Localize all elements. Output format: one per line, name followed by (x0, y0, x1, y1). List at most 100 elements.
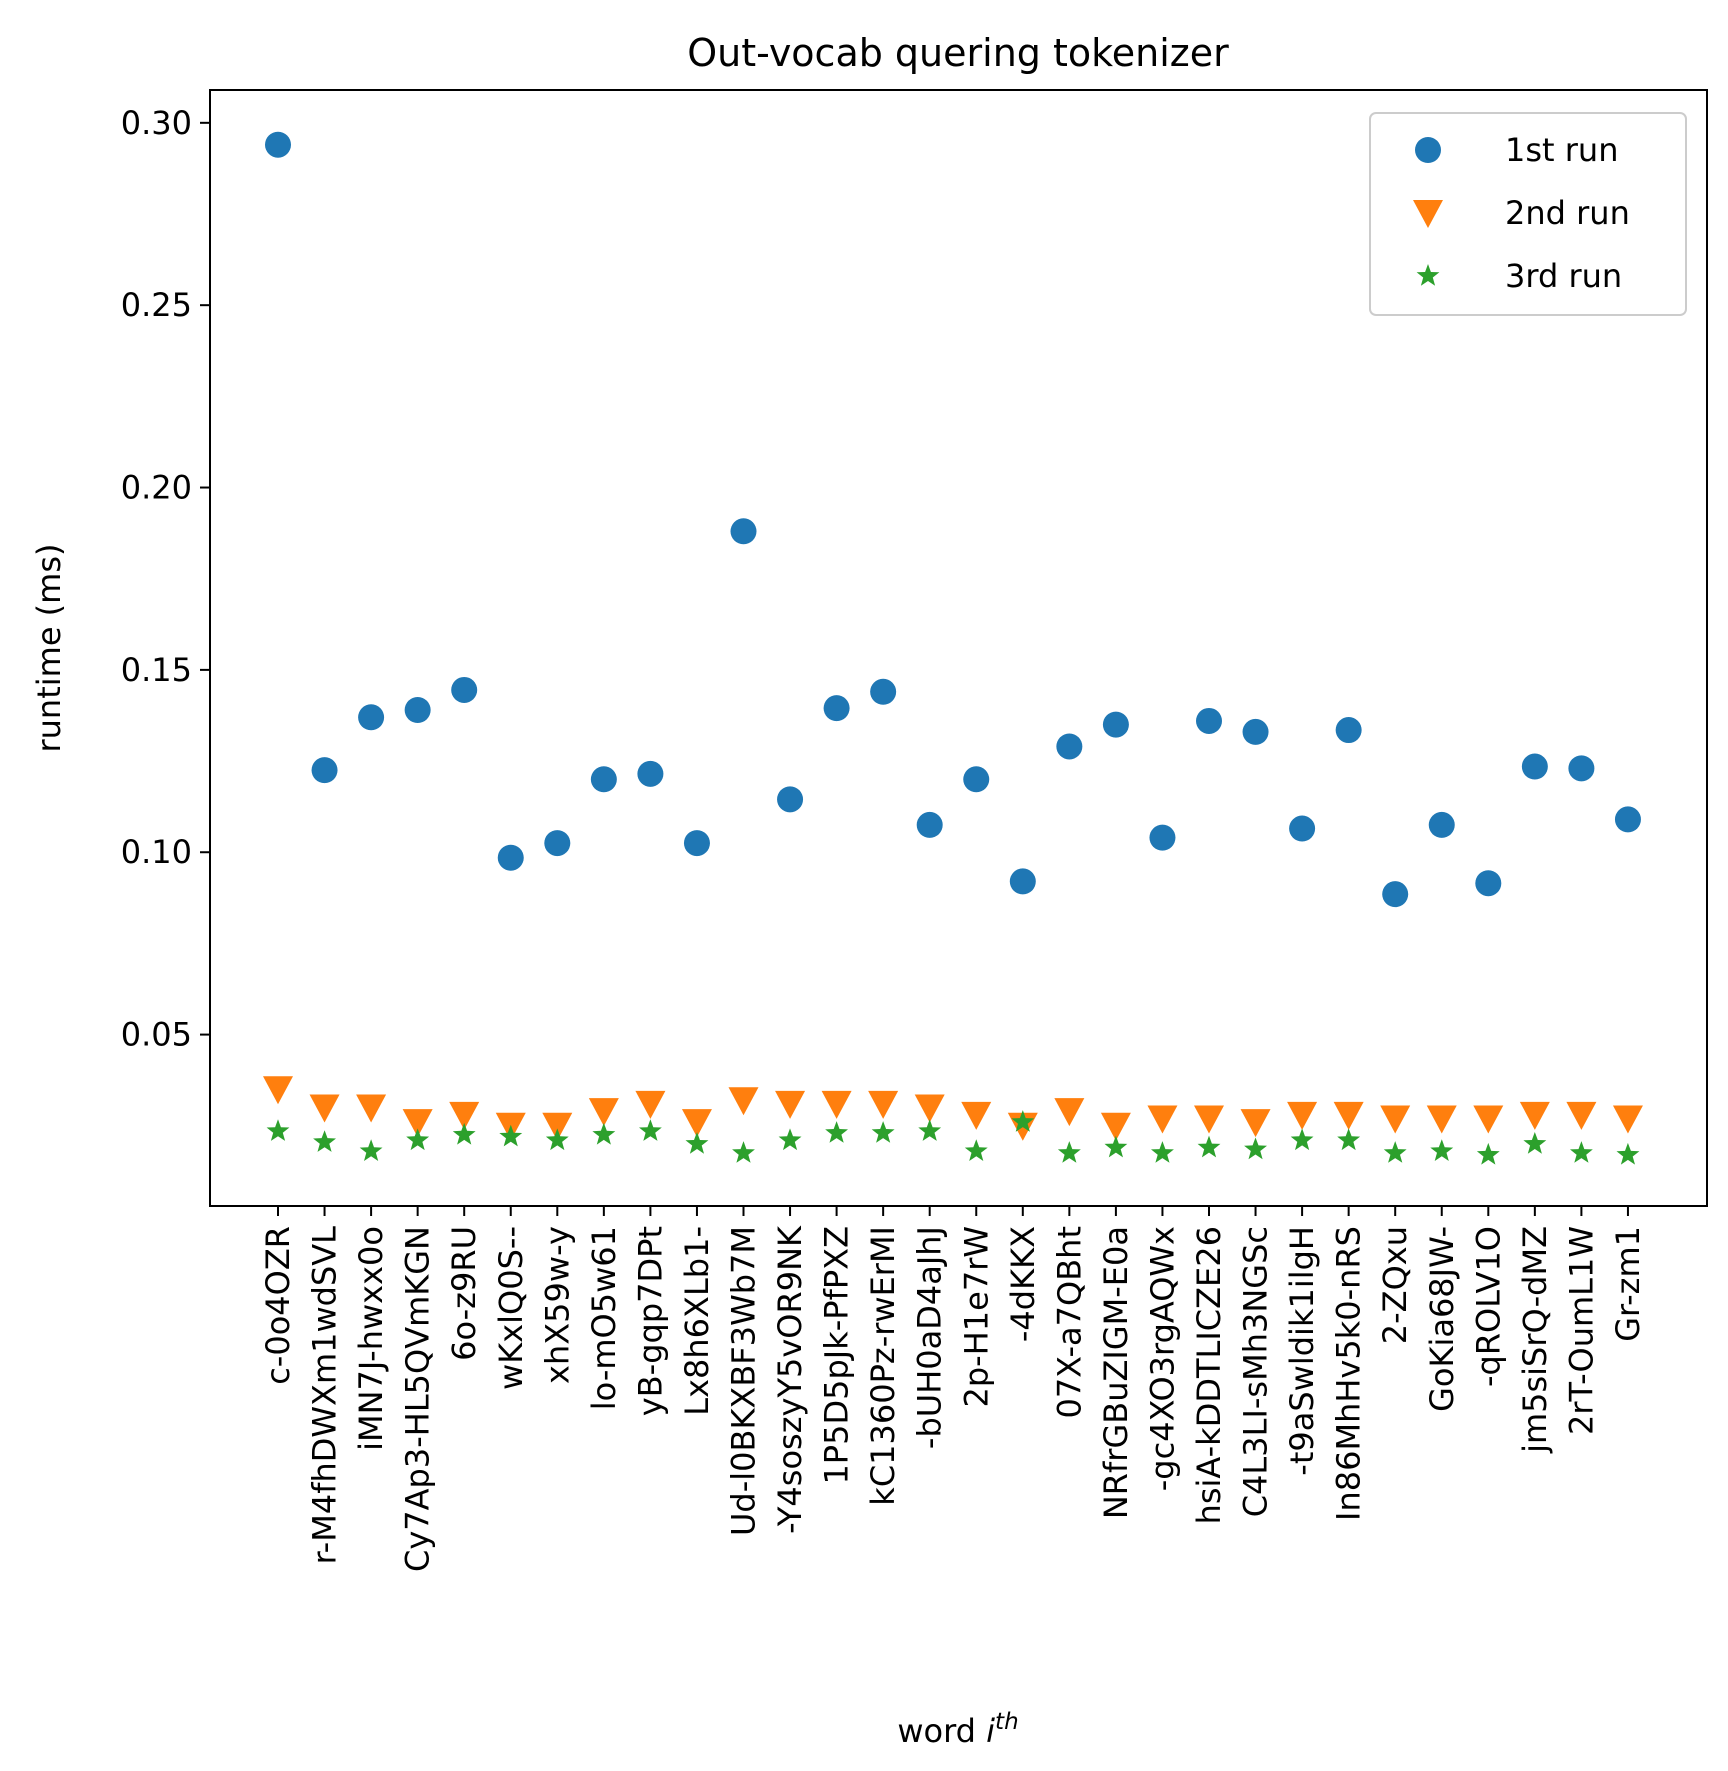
data-point (730, 518, 757, 545)
data-point (1426, 1105, 1457, 1134)
chart-title: Out-vocab quering tokenizer (687, 31, 1229, 75)
data-point (825, 1121, 848, 1143)
data-point (1242, 718, 1269, 745)
y-axis-label: runtime (ms) (30, 544, 68, 753)
data-point (1149, 824, 1176, 851)
data-point (311, 757, 338, 784)
data-point (313, 1130, 336, 1152)
data-point (1147, 1105, 1178, 1134)
x-tick-label: Ud-l0BKXBF3Wb7M (725, 1226, 763, 1536)
x-tick-label: Cy7Ap3-HL5QVmKGN (399, 1226, 437, 1572)
data-point (1383, 1141, 1407, 1163)
data-point (777, 786, 804, 813)
data-point (1616, 1142, 1640, 1165)
data-point (1523, 1132, 1547, 1154)
data-point (406, 1128, 430, 1151)
data-point (1102, 711, 1129, 738)
plot-area-frame (209, 89, 1708, 1207)
data-point (870, 678, 897, 705)
y-tick-label: 0.10 (121, 833, 192, 871)
x-axis-ticks: c-0o4OZR r-M4fhDWXm1wdSVL iMN7J-hwxx0o Cy7A… (259, 1206, 1647, 1572)
data-point (542, 1112, 573, 1141)
data-point (588, 1098, 619, 1127)
data-point (266, 1119, 290, 1141)
data-point (1289, 815, 1316, 842)
data-point (1333, 1101, 1364, 1130)
data-point (685, 1132, 709, 1154)
x-tick-label: -gc4XO3rgAQWx (1143, 1226, 1181, 1491)
x-tick-label: r-M4fhDWXm1wdSVL (306, 1226, 344, 1565)
x-axis-label: word ith (897, 1709, 1018, 1750)
legend-label: 3rd run (1505, 257, 1622, 295)
data-point (358, 704, 385, 731)
data-point (1240, 1109, 1271, 1138)
data-point (1244, 1137, 1267, 1160)
data-point (1100, 1112, 1131, 1141)
x-tick-label: 6o-z9RU (445, 1226, 483, 1361)
legend: 1st run 2nd run 3rd run (1369, 112, 1687, 316)
data-point (1473, 1105, 1504, 1134)
x-tick-label: hsiA-kDDTLICZE26 (1190, 1226, 1228, 1524)
data-point (449, 1101, 480, 1130)
y-tick-label: 0.15 (121, 651, 192, 689)
series-3rd-run (266, 1110, 1640, 1165)
data-point (778, 1128, 802, 1151)
data-point (775, 1090, 806, 1119)
data-point (544, 830, 571, 857)
data-point (359, 1139, 383, 1161)
x-tick-label: iMN7J-hwxx0o (352, 1226, 390, 1451)
x-axis-label-superscript: th (995, 1709, 1019, 1735)
x-tick-label: lo-mO5w61 (585, 1226, 623, 1410)
x-tick-label: -4dKKX (1004, 1226, 1042, 1342)
legend-marker (1415, 137, 1441, 163)
data-point (1196, 707, 1222, 734)
data-point (592, 1122, 616, 1145)
data-point (1614, 806, 1641, 833)
data-point (914, 1094, 945, 1123)
data-point (681, 1109, 712, 1138)
x-tick-label: c-0o4OZR (259, 1226, 297, 1385)
x-tick-label: -Y4soszyY5vOR9NK (771, 1225, 809, 1534)
x-axis-label-word: word (897, 1712, 976, 1750)
x-tick-label: 1P5D5pJk-PfPXZ (818, 1226, 856, 1485)
x-tick-label: Lx8h6XLb1- (678, 1226, 716, 1416)
x-axis-label-i: i (986, 1712, 995, 1750)
x-tick-label: kC1360Pz-rwErMI (864, 1226, 902, 1506)
data-point (1009, 868, 1036, 895)
data-point (263, 1076, 293, 1105)
legend-label: 1st run (1505, 131, 1618, 169)
x-tick-label: NRfrGBuZIGM-E0a (1097, 1226, 1135, 1519)
x-tick-label: -qROLV1O (1469, 1226, 1507, 1387)
data-point (868, 1090, 899, 1119)
data-point (1380, 1105, 1411, 1134)
data-point (1197, 1135, 1221, 1158)
data-point (1430, 1139, 1454, 1161)
x-tick-label: C4L3LI-sMh3NGSc (1237, 1226, 1275, 1517)
x-tick-label: 2rT-OumL1W (1562, 1226, 1600, 1435)
data-point (356, 1094, 387, 1123)
data-point (1428, 811, 1455, 838)
data-point (1566, 1101, 1597, 1130)
x-tick-label: 07X-a7QBht (1050, 1226, 1088, 1419)
data-point (871, 1121, 895, 1143)
data-point (265, 131, 291, 158)
data-point (1475, 870, 1502, 897)
x-tick-label: -t9aSwldik1ilgH (1283, 1226, 1321, 1476)
data-point (635, 1090, 666, 1119)
data-point (452, 1122, 476, 1145)
data-point (683, 830, 710, 857)
data-point (1287, 1101, 1318, 1130)
legend-marker (1413, 200, 1443, 228)
data-point (1054, 1098, 1085, 1127)
data-point (639, 1119, 662, 1141)
data-point (1612, 1105, 1643, 1134)
data-point (823, 695, 850, 722)
data-point (1476, 1142, 1500, 1165)
data-point (499, 1124, 523, 1147)
data-point (732, 1141, 755, 1163)
data-point (1519, 1101, 1550, 1130)
data-point (1382, 881, 1409, 908)
data-point (404, 697, 431, 723)
data-point (964, 1139, 988, 1161)
legend-frame (1369, 112, 1687, 316)
